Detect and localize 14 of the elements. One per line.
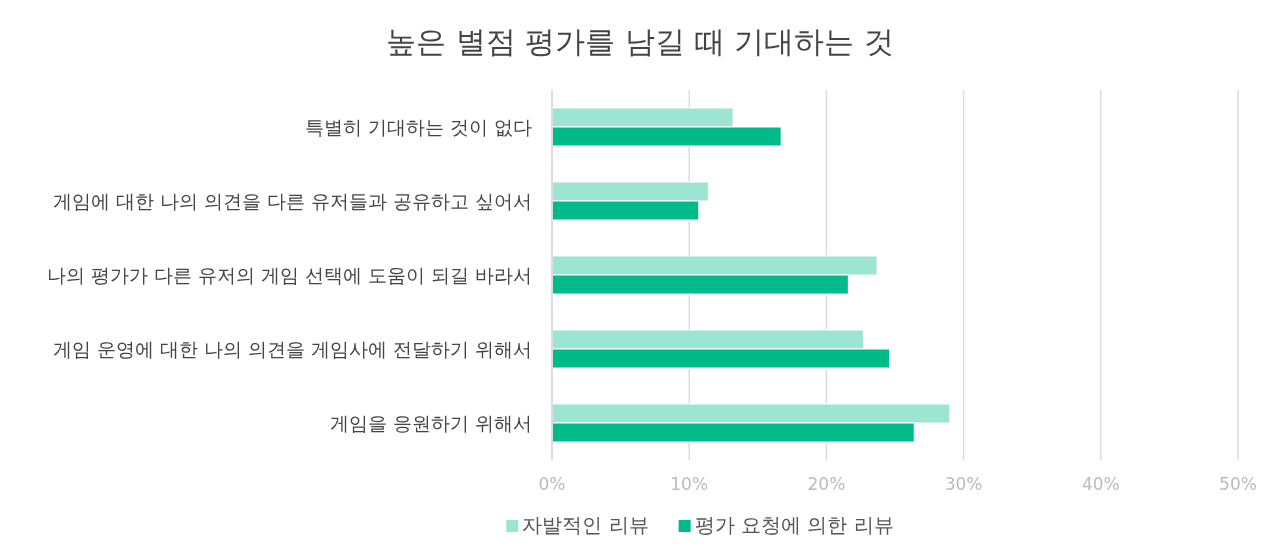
chart-title: 높은 별점 평가를 남길 때 기대하는 것 bbox=[386, 24, 894, 59]
y-tick-label: 게임 운영에 대한 나의 의견을 게임사에 전달하기 위해서 bbox=[52, 338, 532, 360]
x-tick-label: 50% bbox=[1219, 474, 1257, 494]
x-tick-label: 40% bbox=[1081, 474, 1120, 494]
y-tick-label: 게임을 응원하기 위해서 bbox=[329, 412, 532, 434]
y-tick-label: 나의 평가가 다른 유저의 게임 선택에 도움이 되길 바라서 bbox=[46, 264, 532, 286]
legend-label: 자발적인 리뷰 bbox=[522, 513, 649, 537]
x-tick-label: 0% bbox=[538, 474, 566, 494]
x-tick-label: 10% bbox=[670, 474, 709, 494]
x-tick-label: 20% bbox=[807, 474, 846, 494]
x-tick-label: 30% bbox=[944, 474, 983, 494]
y-tick-label: 게임에 대한 나의 의견을 다른 유저들과 공유하고 싶어서 bbox=[52, 190, 532, 212]
legend-label: 평가 요청에 의한 리뷰 bbox=[694, 513, 894, 537]
y-tick-label: 특별히 기대하는 것이 없다 bbox=[304, 116, 532, 138]
